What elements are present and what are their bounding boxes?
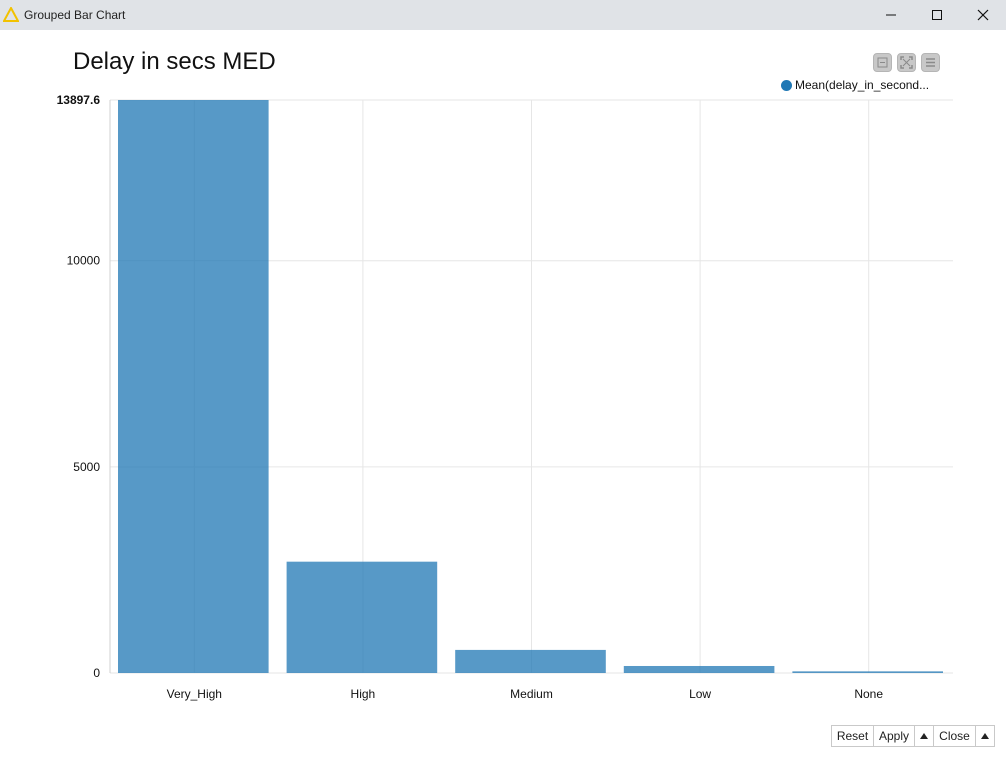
- bar-high: [286, 561, 438, 673]
- x-tick-label: Medium: [510, 687, 553, 701]
- y-tick-label: 5000: [73, 460, 100, 474]
- x-tick-label: Low: [689, 687, 711, 701]
- close-icon: [977, 9, 989, 21]
- legend[interactable]: Mean(delay_in_second...: [781, 78, 929, 92]
- maximize-button[interactable]: [914, 0, 960, 30]
- bar-medium: [455, 649, 606, 673]
- close-window-button[interactable]: [960, 0, 1006, 30]
- x-tick-label: None: [854, 687, 883, 701]
- close-button[interactable]: Close: [933, 725, 976, 747]
- minimize-icon: [886, 14, 896, 16]
- menu-button[interactable]: [921, 53, 940, 72]
- close-options-button[interactable]: [975, 725, 995, 747]
- y-tick-label: 13897.6: [57, 93, 101, 107]
- x-tick-label: Very_High: [167, 687, 222, 701]
- title-bar: Grouped Bar Chart: [0, 0, 1006, 30]
- menu-icon: [926, 58, 935, 67]
- bar-none: [792, 671, 943, 673]
- zoom-icon: [877, 57, 888, 68]
- warning-triangle-icon: [3, 7, 19, 22]
- minimize-button[interactable]: [868, 0, 914, 30]
- fullscreen-icon: [900, 56, 913, 69]
- bar-low: [623, 665, 775, 673]
- maximize-icon: [932, 10, 942, 20]
- zoom-button[interactable]: [873, 53, 892, 72]
- apply-button[interactable]: Apply: [873, 725, 915, 747]
- chart-title: Delay in secs MED: [73, 48, 276, 75]
- y-tick-label: 0: [93, 666, 100, 680]
- caret-up-icon: [981, 733, 989, 739]
- reset-button[interactable]: Reset: [831, 725, 874, 747]
- fullscreen-button[interactable]: [897, 53, 916, 72]
- legend-swatch: [781, 79, 792, 91]
- bar-very-high: [118, 100, 269, 673]
- window-title: Grouped Bar Chart: [24, 8, 126, 22]
- legend-label: Mean(delay_in_second...: [795, 78, 930, 92]
- caret-up-icon: [920, 733, 928, 739]
- x-tick-label: High: [351, 687, 376, 701]
- y-tick-label: 10000: [67, 254, 101, 268]
- apply-options-button[interactable]: [914, 725, 934, 747]
